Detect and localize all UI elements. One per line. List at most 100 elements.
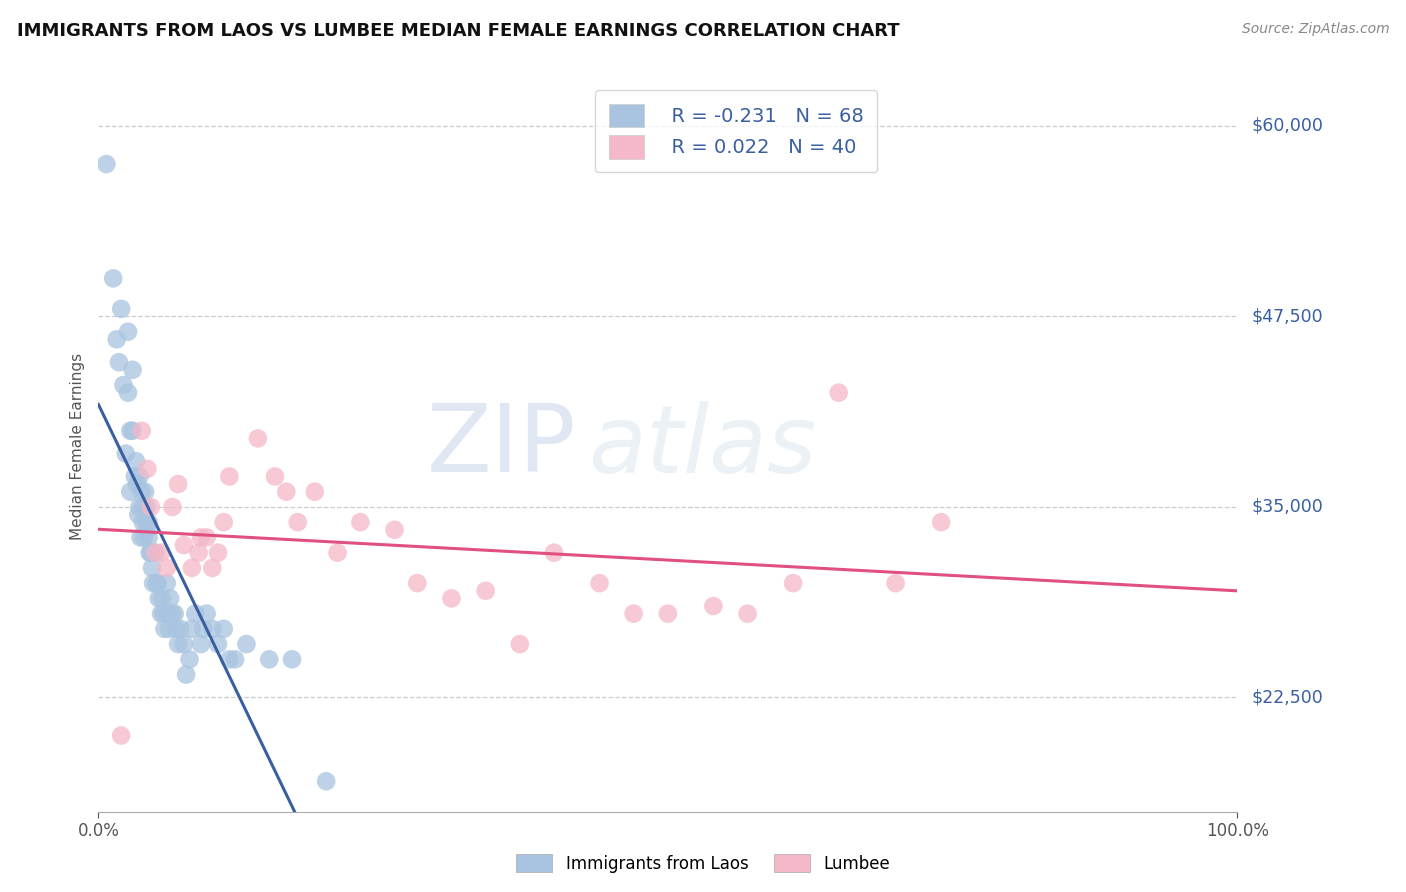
Point bbox=[384, 523, 406, 537]
Point bbox=[782, 576, 804, 591]
Point bbox=[180, 561, 202, 575]
Point bbox=[180, 622, 202, 636]
Point bbox=[212, 622, 235, 636]
Text: IMMIGRANTS FROM LAOS VS LUMBEE MEDIAN FEMALE EARNINGS CORRELATION CHART: IMMIGRANTS FROM LAOS VS LUMBEE MEDIAN FE… bbox=[17, 22, 900, 40]
Point bbox=[128, 469, 150, 483]
Point bbox=[474, 583, 496, 598]
Point bbox=[146, 576, 169, 591]
Point bbox=[169, 622, 191, 636]
Point bbox=[145, 576, 167, 591]
Point bbox=[315, 774, 337, 789]
Point bbox=[145, 546, 167, 560]
Point bbox=[167, 477, 190, 491]
Point bbox=[287, 515, 309, 529]
Point bbox=[124, 469, 146, 483]
Point bbox=[112, 378, 135, 392]
Point bbox=[117, 325, 139, 339]
Point bbox=[138, 530, 160, 544]
Point bbox=[259, 652, 281, 666]
Point bbox=[145, 546, 167, 560]
Point bbox=[173, 538, 195, 552]
Point bbox=[884, 576, 907, 591]
Point bbox=[152, 607, 174, 621]
Point bbox=[702, 599, 724, 613]
Point bbox=[114, 447, 136, 461]
Point bbox=[120, 484, 142, 499]
Point bbox=[406, 576, 429, 591]
Point bbox=[162, 607, 184, 621]
Point bbox=[138, 515, 160, 529]
Legend: Immigrants from Laos, Lumbee: Immigrants from Laos, Lumbee bbox=[509, 847, 897, 880]
Point bbox=[127, 508, 149, 522]
Point bbox=[129, 530, 152, 544]
Point bbox=[135, 515, 157, 529]
Point bbox=[159, 591, 181, 606]
Point bbox=[509, 637, 531, 651]
Point bbox=[108, 355, 131, 369]
Point bbox=[623, 607, 645, 621]
Point bbox=[148, 591, 170, 606]
Point bbox=[162, 500, 184, 514]
Point bbox=[179, 652, 201, 666]
Point bbox=[218, 652, 240, 666]
Point bbox=[184, 607, 207, 621]
Point bbox=[163, 607, 186, 621]
Point bbox=[150, 607, 173, 621]
Point bbox=[156, 607, 179, 621]
Point bbox=[195, 530, 218, 544]
Point bbox=[264, 469, 287, 483]
Point bbox=[110, 301, 132, 316]
Point bbox=[134, 484, 156, 499]
Point bbox=[187, 546, 209, 560]
Point bbox=[156, 561, 179, 575]
Point bbox=[157, 622, 180, 636]
Point bbox=[929, 515, 952, 529]
Point bbox=[105, 332, 128, 346]
Point bbox=[165, 622, 187, 636]
Point bbox=[128, 500, 150, 514]
Point bbox=[142, 576, 165, 591]
Point bbox=[120, 424, 142, 438]
Point bbox=[212, 515, 235, 529]
Point bbox=[131, 484, 153, 499]
Point bbox=[141, 561, 163, 575]
Text: $22,500: $22,500 bbox=[1251, 689, 1323, 706]
Point bbox=[543, 546, 565, 560]
Point bbox=[136, 523, 159, 537]
Point bbox=[150, 591, 173, 606]
Text: ZIP: ZIP bbox=[427, 400, 576, 492]
Point bbox=[276, 484, 298, 499]
Point bbox=[440, 591, 463, 606]
Point bbox=[828, 385, 851, 400]
Point bbox=[304, 484, 326, 499]
Text: $60,000: $60,000 bbox=[1251, 117, 1323, 135]
Point bbox=[110, 729, 132, 743]
Legend:   R = -0.231   N = 68,   R = 0.022   N = 40: R = -0.231 N = 68, R = 0.022 N = 40 bbox=[595, 90, 877, 172]
Point bbox=[121, 424, 143, 438]
Point bbox=[125, 454, 148, 468]
Text: $47,500: $47,500 bbox=[1251, 308, 1323, 326]
Text: atlas: atlas bbox=[588, 401, 817, 491]
Point bbox=[127, 477, 149, 491]
Y-axis label: Median Female Earnings: Median Female Earnings bbox=[70, 352, 86, 540]
Point bbox=[193, 622, 215, 636]
Point bbox=[224, 652, 246, 666]
Point bbox=[195, 607, 218, 621]
Point bbox=[117, 385, 139, 400]
Point bbox=[136, 462, 159, 476]
Point bbox=[138, 546, 160, 560]
Point bbox=[326, 546, 349, 560]
Point bbox=[246, 431, 269, 445]
Point bbox=[103, 271, 125, 285]
Point bbox=[737, 607, 759, 621]
Point bbox=[588, 576, 610, 591]
Point bbox=[139, 546, 162, 560]
Point bbox=[207, 637, 229, 651]
Point bbox=[167, 637, 190, 651]
Point bbox=[131, 424, 153, 438]
Point bbox=[190, 637, 212, 651]
Point bbox=[173, 637, 195, 651]
Point bbox=[139, 500, 162, 514]
Point bbox=[150, 546, 173, 560]
Text: $35,000: $35,000 bbox=[1251, 498, 1323, 516]
